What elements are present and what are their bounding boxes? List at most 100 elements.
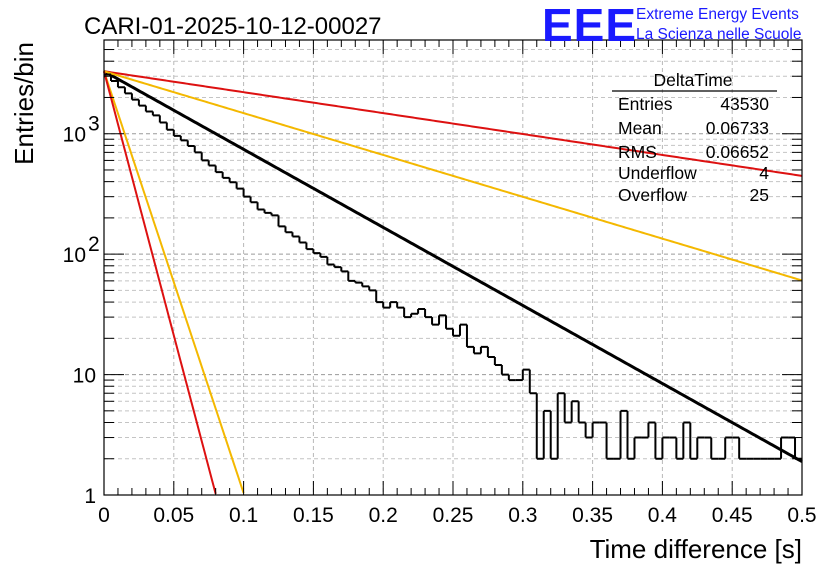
x-tick-label: 0.1 bbox=[229, 504, 258, 527]
histogram-bin bbox=[500, 365, 509, 376]
x-tick-label: 0.4 bbox=[648, 504, 678, 527]
x-tick-label: 0.35 bbox=[572, 504, 613, 527]
grid bbox=[104, 40, 802, 495]
histogram-bin bbox=[312, 249, 321, 255]
histogram-bin bbox=[235, 182, 244, 190]
histogram-bin bbox=[570, 400, 579, 423]
histogram-bin bbox=[200, 152, 209, 162]
histogram-bin bbox=[361, 282, 370, 288]
histogram-bin bbox=[689, 422, 698, 460]
fit-curve-mid-fast bbox=[103, 70, 245, 494]
histogram-bin bbox=[158, 115, 167, 124]
histogram-bin bbox=[179, 135, 188, 142]
x-tick-label: 0.15 bbox=[293, 504, 334, 527]
stats-value-rms: 0.06652 bbox=[706, 142, 769, 162]
histogram-bin bbox=[780, 436, 789, 459]
fit-curve-mid-slow bbox=[103, 70, 803, 282]
y-tick-label: 1 bbox=[84, 485, 96, 508]
histogram bbox=[104, 73, 802, 460]
tick-labels: 0 0.05 0.1 0.15 0.2 0.25 0.3 0.35 0.4 0.45 0.5 1 10 1… bbox=[63, 113, 817, 527]
histogram-bin bbox=[535, 393, 544, 460]
histogram-bin bbox=[242, 188, 251, 198]
histogram-bin bbox=[424, 309, 433, 319]
stats-value-overflow: 25 bbox=[750, 185, 769, 205]
histogram-bin bbox=[214, 165, 223, 174]
logo-line-1: Extreme Energy Events bbox=[636, 6, 799, 23]
histogram-bin bbox=[249, 196, 258, 204]
chart-title: CARI-01-2025-10-12-00027 bbox=[84, 13, 382, 40]
histogram-bin bbox=[165, 122, 174, 131]
histogram-bin bbox=[298, 236, 307, 244]
fit-curve-fit bbox=[103, 69, 803, 463]
x-tick-label: 0.3 bbox=[508, 504, 537, 527]
histogram-bin bbox=[291, 232, 300, 238]
histogram-bin bbox=[137, 99, 146, 107]
histogram-bin bbox=[340, 267, 349, 273]
stats-label-overflow: Overflow bbox=[618, 185, 687, 205]
histogram-bin bbox=[528, 369, 537, 395]
histogram-bin bbox=[619, 409, 628, 459]
histogram-bin bbox=[675, 437, 684, 460]
histogram-bin bbox=[465, 324, 474, 348]
stats-value-mean: 0.06733 bbox=[706, 118, 769, 138]
histogram-bin bbox=[563, 393, 572, 424]
histogram-bin bbox=[277, 215, 286, 228]
histogram-bin bbox=[493, 356, 502, 367]
histogram-bin bbox=[682, 421, 691, 459]
histogram-bin bbox=[661, 436, 670, 459]
histogram-bin bbox=[396, 302, 405, 309]
histogram-bin bbox=[123, 87, 132, 95]
histogram-bin bbox=[347, 271, 356, 282]
histogram-bin bbox=[207, 160, 216, 167]
histogram-bin bbox=[284, 226, 293, 234]
x-tick-label: 0.05 bbox=[153, 504, 194, 527]
histogram-bin bbox=[626, 410, 635, 460]
histogram-bin bbox=[696, 436, 705, 459]
histogram-bin bbox=[710, 437, 719, 460]
histogram-bin bbox=[305, 242, 314, 251]
logo: EEE Extreme Energy Events La Scienza nel… bbox=[542, 0, 801, 51]
histogram-bin bbox=[654, 422, 663, 460]
y-tick-label: 10 bbox=[63, 244, 86, 267]
stats-box: DeltaTime Entries 43530 Mean 0.06733 RMS… bbox=[612, 70, 777, 205]
histogram-bin bbox=[521, 368, 530, 381]
histogram-bin bbox=[591, 421, 600, 438]
histogram-bin bbox=[605, 422, 614, 460]
histogram-bin bbox=[144, 105, 153, 113]
x-tick-label: 0.5 bbox=[787, 504, 816, 527]
histogram-bin bbox=[486, 346, 495, 358]
fit-curves bbox=[103, 69, 803, 495]
histogram-bin bbox=[116, 80, 125, 89]
histogram-bin bbox=[109, 74, 118, 82]
logo-mark: EEE bbox=[542, 0, 637, 51]
y-tick-label: 10 bbox=[63, 124, 86, 147]
logo-line-2: La Scienza nelle Scuole bbox=[636, 26, 801, 43]
histogram-bin bbox=[445, 315, 453, 330]
histogram-bin bbox=[479, 345, 488, 354]
x-tick-label: 0.25 bbox=[433, 504, 474, 527]
histogram-bin bbox=[263, 209, 272, 214]
histogram-bin bbox=[172, 129, 181, 137]
histogram-bin bbox=[472, 346, 481, 355]
histogram-bin bbox=[633, 436, 642, 459]
x-tick-label: 0 bbox=[98, 504, 110, 527]
stats-label-entries: Entries bbox=[618, 94, 673, 114]
fit-curve-lower-fast bbox=[103, 71, 217, 495]
histogram-bin bbox=[389, 301, 398, 308]
histogram-bin bbox=[130, 93, 139, 101]
y-tick-exponent: 2 bbox=[88, 233, 100, 256]
histogram-bin bbox=[326, 256, 335, 266]
histogram-bin bbox=[382, 302, 391, 309]
histogram-bin bbox=[724, 436, 733, 459]
axis-ticks bbox=[103, 39, 803, 496]
histogram-bin bbox=[507, 374, 516, 382]
histogram-bin bbox=[403, 307, 412, 319]
histogram-bin bbox=[375, 290, 384, 304]
histogram-bin bbox=[542, 409, 551, 459]
histogram-bin bbox=[193, 146, 202, 154]
histogram-bin bbox=[556, 392, 565, 459]
histogram-bin bbox=[647, 421, 656, 438]
x-axis-label: Time difference [s] bbox=[590, 534, 802, 564]
histogram-bin bbox=[319, 253, 328, 258]
